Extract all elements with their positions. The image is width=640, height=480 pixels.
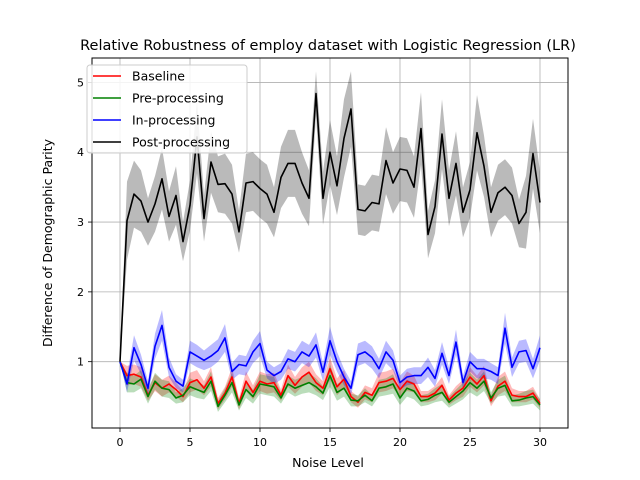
y-tick-label: 4 xyxy=(77,146,84,159)
series-lines xyxy=(119,92,541,408)
series-band-2 xyxy=(120,310,540,396)
x-tick-label: 5 xyxy=(187,436,194,449)
y-tick-label: 3 xyxy=(77,216,84,229)
chart-title: Relative Robustness of employ dataset wi… xyxy=(80,38,576,54)
x-tick-label: 15 xyxy=(323,436,337,449)
series-line-2 xyxy=(119,324,541,390)
x-tick-label: 0 xyxy=(117,436,124,449)
x-axis-ticks: 0 5 10 15 20 25 30 xyxy=(117,428,547,449)
legend-label-1: Pre-processing xyxy=(132,91,224,106)
x-tick-label: 10 xyxy=(253,436,267,449)
series-line-3 xyxy=(119,92,541,362)
legend: Baseline Pre-processing In-processing Post-… xyxy=(86,64,248,154)
series-band-1 xyxy=(120,361,540,412)
y-tick-label: 1 xyxy=(77,356,84,369)
x-tick-label: 20 xyxy=(393,436,407,449)
series-line-0 xyxy=(119,361,541,405)
x-tick-label: 30 xyxy=(533,436,547,449)
y-tick-label: 5 xyxy=(77,76,84,89)
x-axis-label: Noise Level xyxy=(292,455,364,470)
y-tick-label: 2 xyxy=(77,286,84,299)
legend-label-3: Post-processing xyxy=(132,135,230,150)
series-line-1 xyxy=(119,361,541,408)
legend-label-0: Baseline xyxy=(132,69,185,84)
legend-box xyxy=(86,64,248,154)
y-axis-label: Difference of Demographic Parity xyxy=(40,138,55,347)
legend-label-2: In-processing xyxy=(132,113,215,128)
x-tick-label: 25 xyxy=(463,436,477,449)
